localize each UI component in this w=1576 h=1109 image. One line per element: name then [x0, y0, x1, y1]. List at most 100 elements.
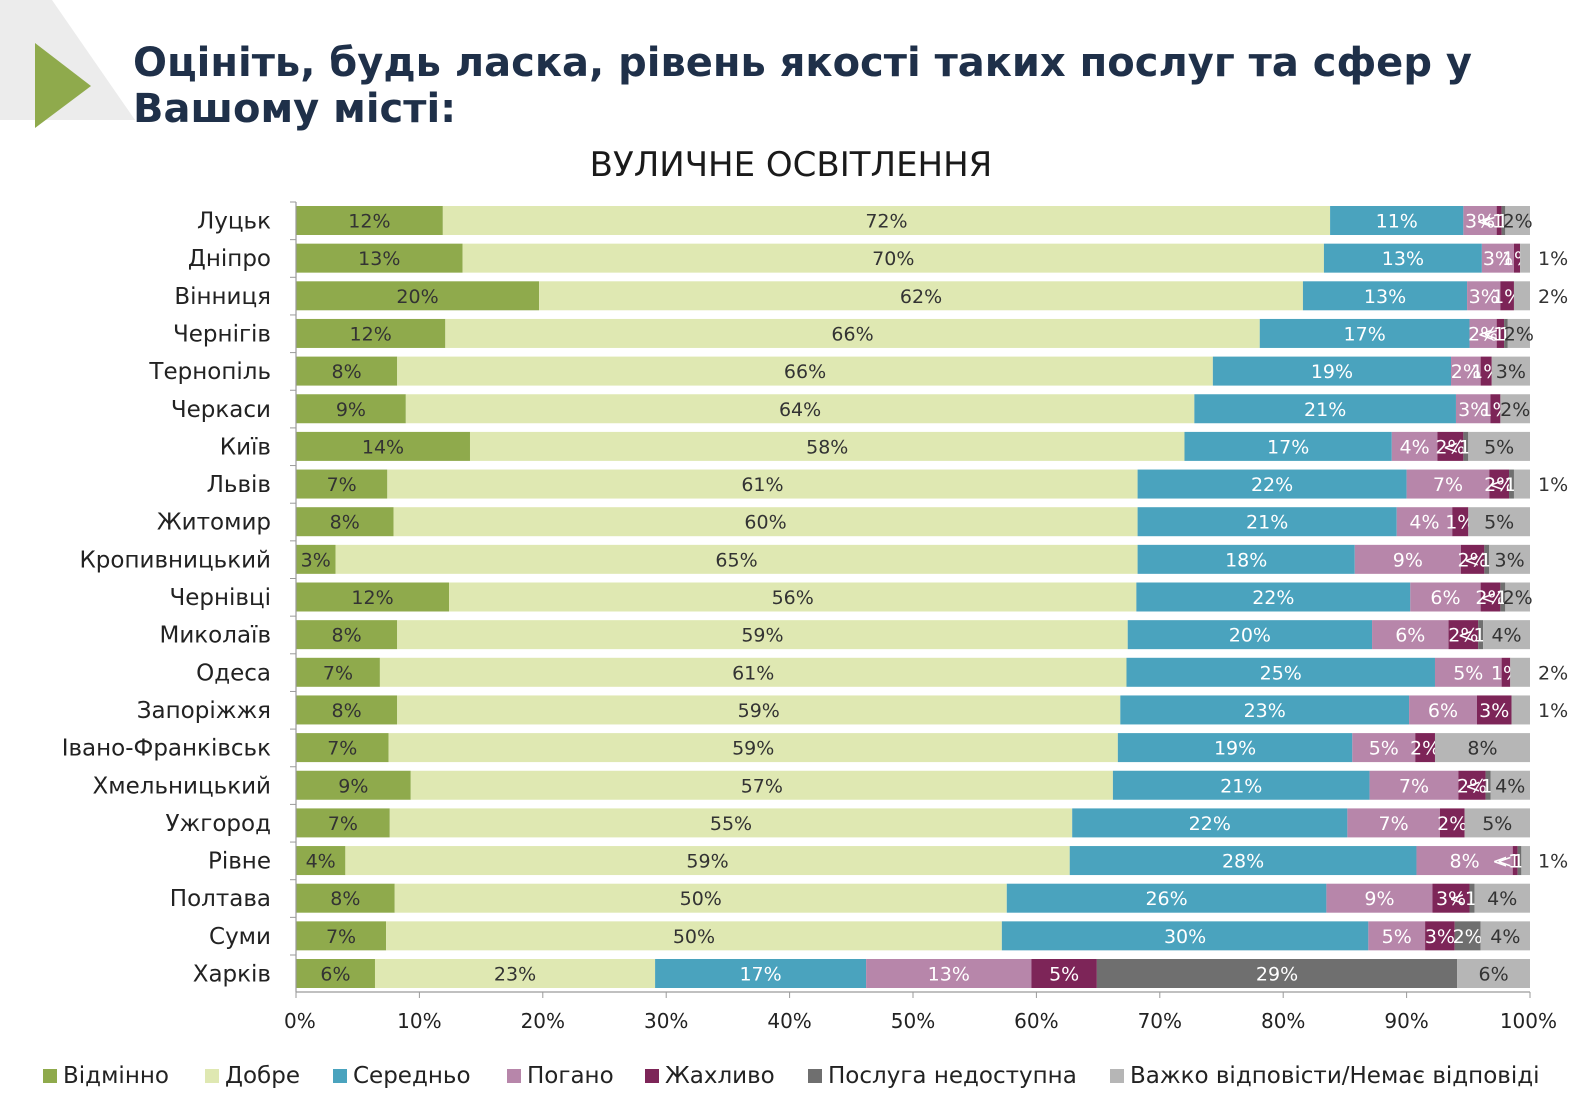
data-label: 5% [1484, 436, 1514, 458]
data-label: 29% [1256, 964, 1298, 986]
bar-segment [1480, 582, 1501, 612]
bar-segment [1416, 846, 1513, 876]
data-label: 30% [1164, 926, 1206, 948]
data-label: 20% [396, 286, 438, 308]
bar-segment [1481, 243, 1514, 273]
category-label: Ужгород [166, 811, 271, 837]
slide-title: Оцініть, будь ласка, рівень якості таких… [133, 40, 1472, 132]
legend-label: Жахливо [665, 1063, 775, 1089]
data-label: 6% [320, 964, 350, 986]
bar-segment [1501, 657, 1511, 687]
bar-segment [1031, 959, 1097, 988]
bar-segment [462, 243, 1324, 273]
data-label: 8% [332, 361, 362, 383]
data-label: 20% [1229, 625, 1271, 647]
bar-segment [1372, 620, 1449, 650]
data-label: 59% [732, 738, 774, 760]
bar-segment [1072, 808, 1348, 838]
bar-segment [1352, 733, 1416, 763]
data-label: 8% [1450, 851, 1480, 873]
category-label: Миколаїв [160, 623, 272, 649]
bar-segment [1489, 469, 1510, 499]
category-label: Харків [193, 962, 271, 988]
category-label: Тернопіль [148, 359, 271, 385]
data-label: 2% [1500, 399, 1530, 421]
data-label: 3% [1436, 888, 1466, 910]
bar-segment [1474, 883, 1530, 913]
bar-segment [1096, 959, 1458, 988]
data-label: 50% [680, 888, 722, 910]
data-label: 66% [784, 361, 826, 383]
bar-segment [388, 733, 1118, 763]
data-label: 3% [1483, 248, 1513, 270]
data-label: 11% [1376, 211, 1418, 233]
bar-segment [1194, 394, 1456, 424]
bar-segment [1434, 657, 1502, 687]
bar-segment [1500, 582, 1506, 612]
data-label: 5% [1049, 964, 1079, 986]
bar-segment [1513, 469, 1530, 499]
bar-segment [1469, 318, 1497, 348]
bar-segment [1521, 846, 1530, 876]
data-label: 4% [1491, 625, 1521, 647]
bar-segment [1491, 356, 1530, 386]
data-label: 7% [1433, 474, 1463, 496]
bar-segment [1507, 318, 1530, 348]
bar-segment [1354, 544, 1461, 574]
bar-segment [394, 883, 1007, 913]
data-label: 12% [351, 587, 393, 609]
data-label: 2% [1458, 549, 1488, 571]
data-label: 7% [1379, 813, 1409, 835]
data-label: 3% [1458, 399, 1488, 421]
bar-segment [1457, 959, 1530, 988]
data-label: 9% [1364, 888, 1394, 910]
bar-segment [1323, 243, 1482, 273]
play-arrow-icon [35, 43, 91, 128]
bar-segment [1464, 808, 1530, 838]
bar-segment [1505, 206, 1530, 235]
data-label: 17% [1267, 436, 1309, 458]
x-tick-label: 40% [767, 1009, 811, 1033]
bar-segment [1455, 394, 1491, 424]
bar-segment [1302, 281, 1468, 311]
axes-layer: Луцьк Дніпро Вінниця Чернігів Тернопіль Черка… [62, 201, 1557, 1033]
bar-segment [1454, 921, 1481, 951]
x-tick-label: 90% [1384, 1009, 1428, 1033]
bar-segment [1184, 431, 1392, 461]
bar-segment [387, 469, 1138, 499]
data-label: 2% [1453, 926, 1483, 948]
bar-segment [393, 507, 1138, 537]
data-label: 64% [779, 399, 821, 421]
bar-segment [1448, 620, 1479, 650]
category-label: Рівне [208, 849, 271, 875]
bar-segment [389, 808, 1073, 838]
x-tick-label: 100% [1500, 1009, 1557, 1033]
x-tick-label: 30% [644, 1009, 688, 1033]
bar-segment [296, 883, 395, 913]
data-label: 55% [710, 813, 752, 835]
category-label: Київ [220, 434, 271, 460]
data-label: 9% [336, 399, 366, 421]
data-label: 3% [1495, 549, 1525, 571]
data-label: 2% [1451, 361, 1481, 383]
bar-segment [1463, 206, 1497, 235]
bar-segment [655, 959, 867, 988]
bar-segment [1513, 243, 1521, 273]
data-label: 8% [1467, 738, 1497, 760]
data-label: 1% [1538, 474, 1568, 496]
legend-swatch [1110, 1069, 1124, 1083]
bar-segment [296, 469, 388, 499]
bar-segment [1458, 770, 1486, 800]
bar-segment [1468, 431, 1530, 461]
data-label: 2% [1503, 211, 1533, 233]
data-label: 8% [332, 625, 362, 647]
data-label: 21% [1220, 775, 1262, 797]
data-label: 3% [1465, 211, 1495, 233]
data-label: 3% [1469, 286, 1499, 308]
legend-swatch [43, 1069, 57, 1083]
data-label: 7% [327, 738, 357, 760]
bar-segment [1112, 770, 1370, 800]
legend-label: Середньо [353, 1063, 471, 1089]
bar-segment [442, 206, 1331, 235]
background-wedge-shape [0, 0, 135, 120]
